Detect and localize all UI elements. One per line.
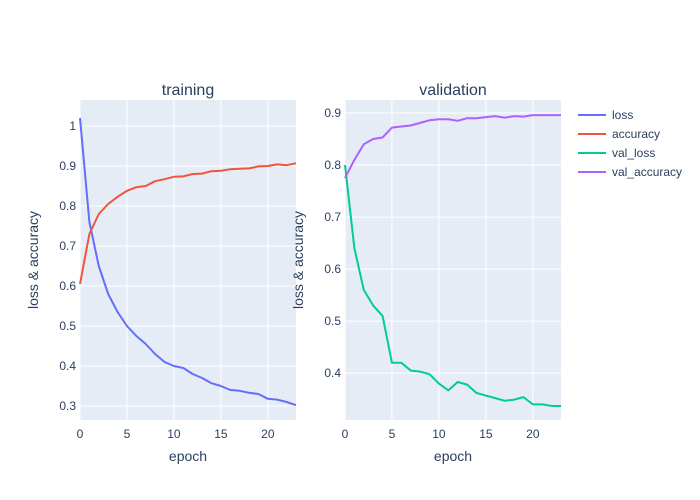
- legend-label: loss: [612, 108, 633, 122]
- y-tick-label: 0.7: [59, 239, 76, 253]
- y-tick-label: 0.7: [324, 210, 341, 224]
- x-axis-title: epoch: [434, 448, 472, 464]
- x-tick-label: 10: [167, 427, 181, 441]
- y-tick-label: 0.5: [324, 314, 341, 328]
- y-axis-title: loss & accuracy: [25, 211, 41, 309]
- legend-label: accuracy: [612, 127, 660, 141]
- subplot-training: 0 5 10 15 20 0.3 0.4 0.5 0.6 0.7 0.8 0.9 1 training ep…: [25, 82, 297, 464]
- series-line-val_loss: [344, 164, 561, 407]
- subplot-title: validation: [419, 82, 487, 99]
- legend-item-accuracy[interactable]: accuracy: [578, 127, 660, 141]
- legend-item-val_loss[interactable]: val_loss: [578, 146, 655, 160]
- series-line-loss: [79, 117, 297, 407]
- legend[interactable]: loss accuracy val_loss val_accuracy: [578, 108, 682, 179]
- x-tick-label: 0: [342, 427, 349, 441]
- y-axis-title: loss & accuracy: [290, 211, 306, 309]
- y-tick-label: 0.5: [59, 319, 76, 333]
- legend-label: val_loss: [612, 146, 655, 160]
- x-tick-label: 0: [77, 427, 84, 441]
- series-line-accuracy: [79, 162, 297, 285]
- y-tick-label: 0.4: [59, 359, 76, 373]
- legend-label: val_accuracy: [612, 165, 682, 179]
- x-tick-label: 20: [526, 427, 540, 441]
- y-tick-label: 1: [69, 119, 76, 133]
- subplot-validation: 0 5 10 15 20 0.4 0.5 0.6 0.7 0.8 0.9 validation epoc…: [290, 82, 561, 464]
- x-tick-label: 20: [261, 427, 275, 441]
- y-tick-label: 0.9: [59, 159, 76, 173]
- y-tick-label: 0.6: [59, 279, 76, 293]
- y-tick-label: 0.8: [324, 158, 341, 172]
- series-line-val_accuracy: [344, 114, 561, 179]
- x-tick-label: 15: [479, 427, 493, 441]
- y-tick-label: 0.9: [324, 106, 341, 120]
- y-tick-label: 0.8: [59, 199, 76, 213]
- x-axis-title: epoch: [169, 448, 207, 464]
- subplot-panels: 0 5 10 15 20 0.3 0.4 0.5 0.6 0.7 0.8 0.9 1 training ep…: [25, 82, 561, 464]
- plot-area: [345, 100, 561, 420]
- y-tick-label: 0.3: [59, 399, 76, 413]
- x-tick-label: 5: [389, 427, 396, 441]
- x-tick-label: 5: [124, 427, 131, 441]
- subplot-title: training: [162, 82, 214, 99]
- plot-area: [80, 100, 296, 420]
- y-tick-label: 0.4: [324, 366, 341, 380]
- x-tick-label: 10: [432, 427, 446, 441]
- x-tick-label: 15: [214, 427, 228, 441]
- y-tick-label: 0.6: [324, 262, 341, 276]
- legend-item-val_accuracy[interactable]: val_accuracy: [578, 165, 682, 179]
- legend-item-loss[interactable]: loss: [578, 108, 633, 122]
